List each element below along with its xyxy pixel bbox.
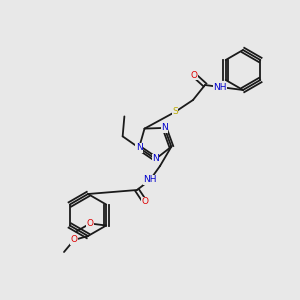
Text: O: O [70,236,77,244]
Text: NH: NH [143,176,157,184]
Text: O: O [142,197,148,206]
Text: S: S [172,107,178,116]
Text: O: O [190,70,197,80]
Text: N: N [161,123,168,132]
Text: NH: NH [213,82,227,91]
Text: N: N [136,143,142,152]
Text: N: N [152,154,159,164]
Text: O: O [87,219,94,228]
